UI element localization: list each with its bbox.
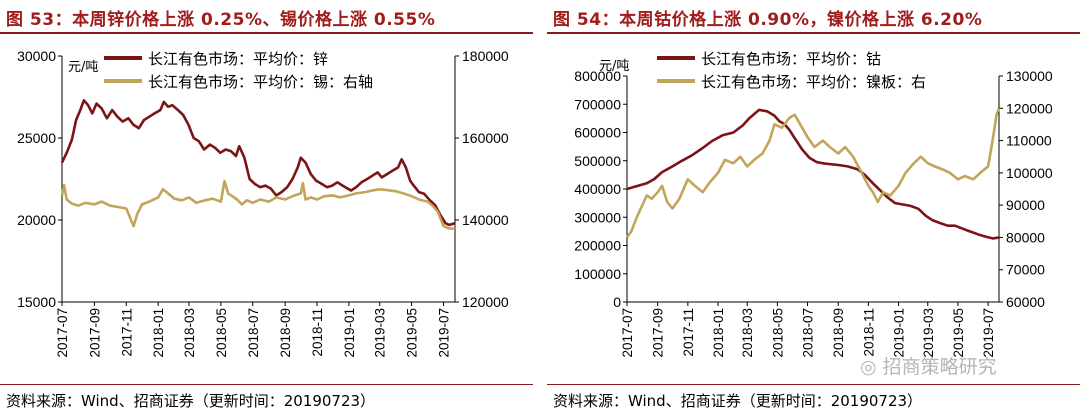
- y-right-tick-label: 80000: [1006, 229, 1045, 245]
- x-tick-label: 2018-05: [214, 308, 229, 358]
- chart-title-bar: 图 53：本周锌价格上涨 0.25%、锡价格上涨 0.55%: [0, 0, 533, 34]
- legend-label: 长江有色市场：平均价：锡：右轴: [148, 73, 373, 91]
- y-left-tick-label: 200000: [574, 238, 621, 254]
- source-bar: 资料来源：Wind、招商证券（更新时间：20190723）: [547, 384, 1080, 418]
- x-tick-label: 2018-01: [711, 308, 726, 358]
- x-tick-label: 2019-07: [981, 308, 996, 358]
- legend-label: 长江有色市场：平均价：钴: [701, 50, 881, 68]
- y-left-tick-label: 25000: [17, 130, 56, 146]
- y-right-tick-label: 130000: [1006, 68, 1053, 84]
- source-note: 资料来源：Wind、招商证券（更新时间：20190723）: [6, 392, 376, 410]
- y-left-tick-label: 20000: [17, 212, 56, 228]
- y-right-tick-label: 110000: [1006, 133, 1052, 149]
- x-tick-label: 2018-07: [246, 308, 261, 358]
- x-tick-label: 2018-05: [770, 308, 785, 358]
- series-line-primary: [626, 108, 1000, 240]
- legend-label: 长江有色市场：平均价：镍板：右: [701, 73, 926, 91]
- y-left-tick-label: 300000: [574, 209, 621, 225]
- x-tick-label: 2017-11: [119, 308, 134, 357]
- line-chart-zinc-tin: 15000 20000 25000 30000 120000 140000 160000 18…: [17, 48, 509, 358]
- y-right-tick-label: 70000: [1006, 262, 1045, 278]
- y-unit-label: 元/吨: [68, 60, 98, 75]
- legend-label: 长江有色市场：平均价：锌: [148, 50, 328, 68]
- chart-panel-zinc-tin: 图 53：本周锌价格上涨 0.25%、锡价格上涨 0.55% 15000 2000…: [0, 0, 533, 417]
- x-tick-label: 2018-11: [310, 308, 325, 357]
- chart-panel-cobalt-nickel: 图 54：本周钴价格上涨 0.90%，镍价格上涨 6.20% 0 100000 20…: [547, 0, 1080, 417]
- chart-title-bar: 图 54：本周钴价格上涨 0.90%，镍价格上涨 6.20%: [547, 0, 1080, 34]
- x-tick-label: 2018-01: [151, 308, 166, 358]
- x-tick-label: 2017-09: [651, 308, 666, 358]
- x-tick-label: 2018-03: [740, 308, 755, 358]
- y-left-tick-label: 400000: [574, 181, 621, 197]
- x-tick-label: 2017-07: [55, 308, 70, 358]
- y-left-tick-label: 0: [613, 294, 621, 310]
- source-bar: 资料来源：Wind、招商证券（更新时间：20190723）: [0, 384, 533, 418]
- y-right-tick-label: 90000: [1006, 197, 1045, 213]
- source-note: 资料来源：Wind、招商证券（更新时间：20190723）: [553, 392, 923, 410]
- wechat-icon: ◎: [860, 356, 877, 378]
- y-right-tick-label: 60000: [1006, 294, 1045, 310]
- y-left-tick-label: 700000: [574, 96, 621, 112]
- y-left-tick-label: 500000: [574, 153, 621, 169]
- x-tick-label: 2019-01: [342, 308, 357, 358]
- y-right-tick-label: 160000: [462, 130, 509, 146]
- chart-title: 图 53：本周锌价格上涨 0.25%、锡价格上涨 0.55%: [6, 10, 436, 30]
- x-tick-label: 2018-09: [831, 308, 846, 358]
- watermark: ◎ 招商策略研究: [860, 352, 997, 379]
- y-left-tick-label: 30000: [17, 48, 56, 64]
- y-left-tick-label: 15000: [17, 294, 56, 310]
- series-line-secondary: [60, 179, 456, 231]
- x-tick-label: 2019-01: [892, 308, 907, 358]
- x-tick-label: 2019-07: [437, 308, 452, 358]
- x-tick-label: 2018-09: [278, 308, 293, 358]
- y-right-tick-label: 120000: [462, 294, 509, 310]
- y-left-tick-label: 600000: [574, 125, 621, 141]
- y-left-tick-label: 100000: [574, 266, 621, 282]
- y-right-tick-label: 120000: [1006, 100, 1053, 116]
- x-tick-label: 2019-05: [405, 308, 420, 358]
- x-tick-label: 2017-09: [87, 308, 102, 358]
- x-tick-label: 2019-03: [373, 308, 388, 358]
- line-chart-cobalt-nickel: 0 100000 200000 300000 400000 500000 600000 700…: [574, 50, 1053, 358]
- x-tick-label: 2018-11: [861, 308, 876, 357]
- chart-title: 图 54：本周钴价格上涨 0.90%，镍价格上涨 6.20%: [553, 10, 983, 30]
- y-right-tick-label: 180000: [462, 48, 509, 64]
- x-tick-label: 2019-05: [951, 308, 966, 358]
- x-tick-label: 2018-03: [182, 308, 197, 358]
- x-tick-label: 2017-11: [681, 308, 696, 357]
- x-tick-label: 2018-07: [801, 308, 816, 358]
- y-right-tick-label: 140000: [462, 212, 509, 228]
- series-line-primary: [60, 99, 456, 227]
- y-unit-label: 元/吨: [599, 59, 629, 74]
- y-left-tick-label: 800000: [574, 68, 621, 84]
- y-right-tick-label: 100000: [1006, 165, 1053, 181]
- x-tick-label: 2019-03: [921, 308, 936, 358]
- x-tick-label: 2017-07: [620, 308, 635, 358]
- series-line-secondary: [625, 107, 1001, 239]
- watermark-text: 招商策略研究: [882, 356, 997, 378]
